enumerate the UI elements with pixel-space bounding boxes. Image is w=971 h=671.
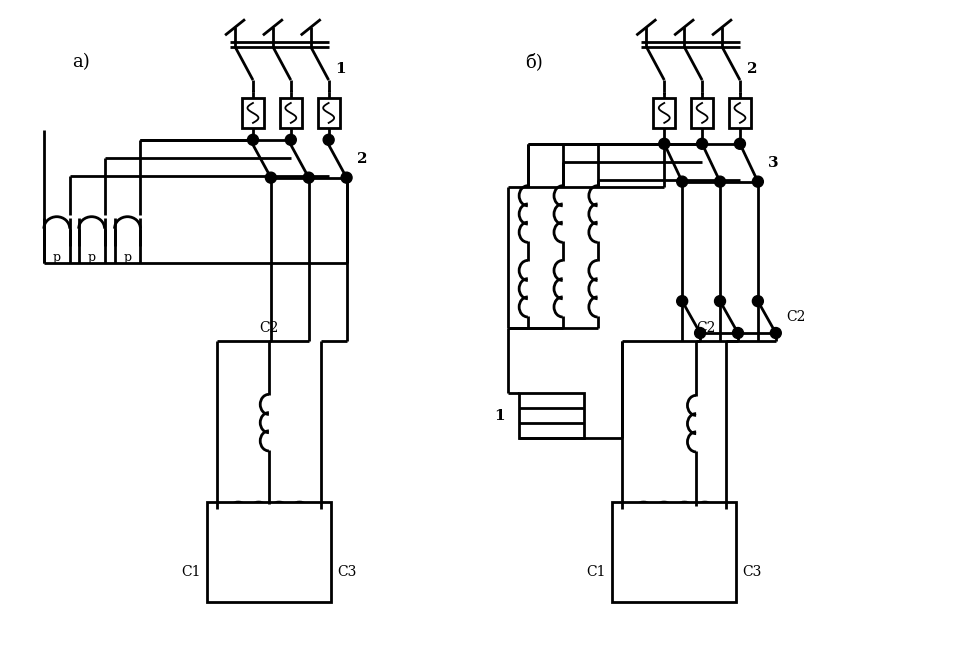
- Text: a): a): [72, 53, 89, 71]
- Text: p: p: [87, 251, 96, 264]
- Bar: [318, 98, 340, 128]
- Bar: [729, 98, 751, 128]
- Bar: [242, 98, 264, 128]
- Circle shape: [696, 138, 708, 149]
- Text: C2: C2: [696, 321, 716, 335]
- Circle shape: [265, 172, 277, 183]
- Text: C1: C1: [586, 565, 606, 579]
- Text: p: p: [52, 251, 61, 264]
- Circle shape: [227, 510, 311, 594]
- Text: 1: 1: [494, 409, 504, 423]
- Bar: [280, 98, 302, 128]
- Text: p: p: [123, 251, 131, 264]
- Text: C3: C3: [743, 565, 762, 579]
- Circle shape: [715, 296, 725, 307]
- Text: C3: C3: [337, 565, 356, 579]
- Text: 3: 3: [768, 156, 779, 170]
- Text: 1: 1: [336, 62, 347, 76]
- Circle shape: [753, 296, 763, 307]
- Text: 2: 2: [747, 62, 757, 76]
- Circle shape: [753, 176, 763, 187]
- Text: C2: C2: [259, 321, 279, 335]
- Bar: [612, 503, 736, 602]
- Circle shape: [323, 134, 334, 146]
- Text: 2: 2: [356, 152, 367, 166]
- Text: C2: C2: [786, 310, 805, 324]
- Text: б): б): [525, 53, 543, 71]
- Circle shape: [677, 176, 687, 187]
- Circle shape: [658, 138, 670, 149]
- Circle shape: [285, 134, 296, 146]
- Circle shape: [715, 176, 725, 187]
- Circle shape: [732, 327, 744, 338]
- Text: C1: C1: [182, 565, 201, 579]
- Circle shape: [632, 510, 716, 594]
- Circle shape: [341, 172, 352, 183]
- Circle shape: [770, 327, 782, 338]
- Circle shape: [248, 134, 258, 146]
- Circle shape: [694, 327, 706, 338]
- Circle shape: [734, 138, 746, 149]
- Bar: [691, 98, 713, 128]
- Bar: [653, 98, 675, 128]
- Bar: [519, 393, 585, 438]
- Circle shape: [303, 172, 315, 183]
- Circle shape: [677, 296, 687, 307]
- Bar: [207, 503, 331, 602]
